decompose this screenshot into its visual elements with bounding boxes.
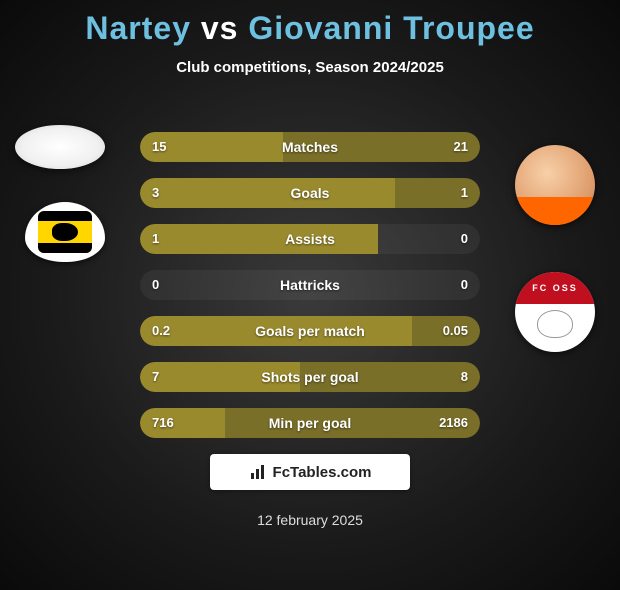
stat-row: 716Min per goal2186 — [140, 408, 480, 438]
player2-avatar — [515, 145, 595, 225]
brand-box[interactable]: FcTables.com — [210, 454, 410, 490]
stat-label: Matches — [140, 132, 480, 162]
stat-value-right: 0 — [461, 224, 468, 254]
stat-row: 0.2Goals per match0.05 — [140, 316, 480, 346]
stat-label: Shots per goal — [140, 362, 480, 392]
player1-name: Nartey — [85, 10, 191, 46]
vs-text: vs — [201, 10, 239, 46]
stat-label: Hattricks — [140, 270, 480, 300]
stat-label: Min per goal — [140, 408, 480, 438]
club1-shield — [38, 211, 92, 253]
date-text: 12 february 2025 — [0, 512, 620, 528]
club1-animal-icon — [52, 223, 78, 241]
stat-value-right: 0 — [461, 270, 468, 300]
page-title: Nartey vs Giovanni Troupee — [0, 10, 620, 47]
player2-club-badge: FC OSS — [515, 272, 595, 352]
stat-row: 1Assists0 — [140, 224, 480, 254]
player1-club-badge — [25, 202, 105, 262]
stat-row: 0Hattricks0 — [140, 270, 480, 300]
stat-row: 3Goals1 — [140, 178, 480, 208]
player1-avatar — [15, 125, 105, 169]
stat-value-right: 2186 — [439, 408, 468, 438]
stat-row: 15Matches21 — [140, 132, 480, 162]
stat-value-right: 0.05 — [443, 316, 468, 346]
club2-bull-icon — [537, 310, 573, 338]
stat-label: Goals — [140, 178, 480, 208]
stat-row: 7Shots per goal8 — [140, 362, 480, 392]
stat-value-right: 1 — [461, 178, 468, 208]
subtitle: Club competitions, Season 2024/2025 — [0, 59, 620, 76]
chart-icon — [249, 463, 267, 481]
brand-text: FcTables.com — [273, 464, 372, 481]
stat-value-right: 21 — [454, 132, 468, 162]
stat-value-right: 8 — [461, 362, 468, 392]
club2-banner: FC OSS — [515, 272, 595, 304]
stat-label: Assists — [140, 224, 480, 254]
stat-label: Goals per match — [140, 316, 480, 346]
player2-name: Giovanni Troupee — [248, 10, 534, 46]
stats-container: 15Matches213Goals11Assists00Hattricks00.… — [140, 132, 480, 454]
